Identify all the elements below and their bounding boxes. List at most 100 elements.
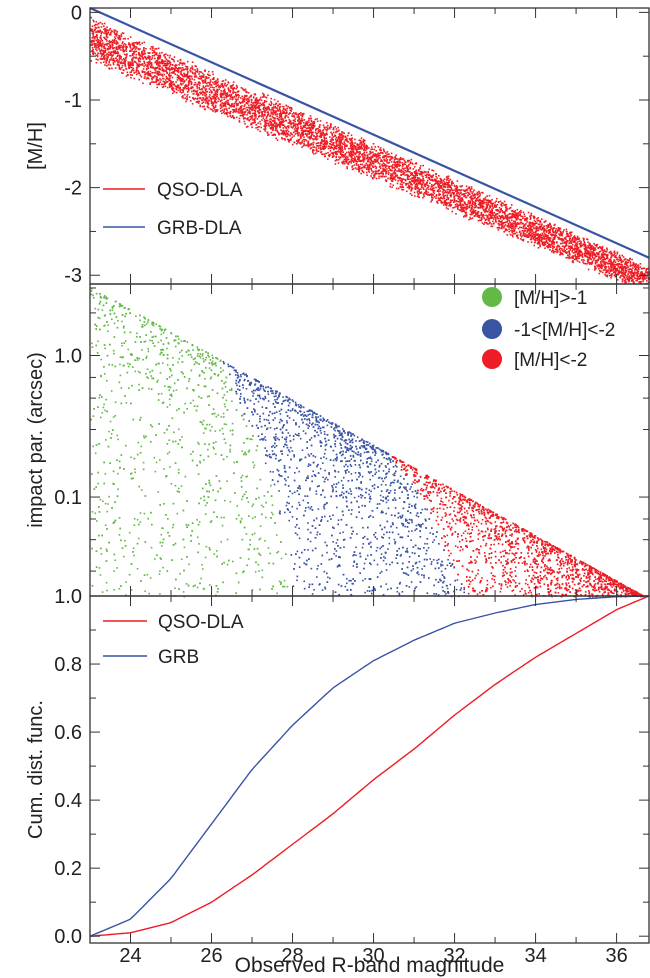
qso-dla-point [288,121,291,124]
qso-dla-point [264,126,266,129]
qso-dla-point [120,49,122,51]
qso-dla-point [423,170,426,173]
qso-dla-point [517,227,520,230]
qso-dla-point [353,164,356,166]
qso-dla-point [488,219,490,222]
qso-dla-point [310,135,312,138]
qso-dla-point [270,123,272,126]
qso-dla-point [292,119,295,122]
qso-dla-point [618,254,621,257]
qso-dla-point [625,264,628,267]
qso-dla-point [351,166,353,168]
qso-dla-point [307,144,310,147]
qso-dla-point [119,37,122,40]
qso-dla-point [236,94,239,96]
qso-dla-point [341,161,343,164]
qso-dla-point [252,119,254,121]
qso-dla-point [448,179,450,182]
qso-dla-point [624,258,627,260]
qso-dla-point [440,178,442,181]
qso-dla-point [423,195,425,198]
qso-dla-point [586,260,589,263]
qso-dla-point [135,41,138,44]
qso-dla-point [579,250,582,253]
qso-dla-point [532,215,535,218]
qso-dla-point [515,217,517,219]
qso-dla-point [267,94,269,97]
qso-dla-point [402,168,405,170]
qso-dla-point [209,74,211,77]
qso-dla-point [573,241,575,243]
qso-dla-point [103,32,105,34]
qso-dla-point [406,169,409,171]
qso-dla-point [368,167,371,169]
qso-dla-point [222,111,225,113]
qso-dla-point [473,206,476,209]
qso-dla-point [440,186,443,188]
qso-dla-point [93,36,95,38]
qso-dla-point [113,39,116,41]
qso-dla-point [272,126,274,129]
qso-dla-point [477,219,480,222]
qso-dla-point [313,138,316,140]
qso-dla-point [119,68,122,71]
qso-dla-point [289,122,291,125]
qso-dla-point [233,87,235,89]
qso-dla-point [296,130,298,132]
qso-dla-point [109,54,111,56]
qso-dla-point [365,148,368,150]
qso-dla-point [136,68,138,71]
qso-dla-point [113,40,115,42]
qso-dla-point [104,64,106,66]
qso-dla-point [290,133,292,135]
qso-dla-point [203,91,206,94]
qso-dla-point [106,56,108,58]
qso-dla-point [531,230,534,233]
qso-dla-point [472,197,475,200]
qso-dla-point [462,204,465,206]
qso-dla-point [453,198,456,201]
qso-dla-point [520,238,522,240]
qso-dla-point [173,70,175,73]
qso-dla-point [310,127,312,129]
qso-dla-point [94,28,96,31]
qso-dla-point [129,74,132,76]
qso-dla-point [325,133,328,136]
qso-dla-point [225,100,227,103]
qso-dla-point [179,59,182,62]
qso-dla-point [646,275,648,277]
qso-dla-point [453,184,456,187]
qso-dla-point [155,66,157,69]
qso-dla-point [548,229,550,231]
qso-dla-point [595,245,598,248]
qso-dla-point [229,111,231,113]
qso-dla-point [547,242,549,244]
qso-dla-point [351,142,354,144]
qso-dla-point [477,199,480,201]
qso-dla-point [523,223,526,226]
qso-dla-point [583,238,585,240]
qso-dla-point [398,158,401,161]
qso-dla-point [270,109,272,111]
qso-dla-point [609,258,612,260]
qso-dla-point [569,245,571,248]
qso-dla-point [573,236,575,238]
qso-dla-point [118,45,121,47]
qso-dla-point [253,93,256,96]
qso-dla-point [297,141,299,144]
qso-dla-point [461,200,463,202]
qso-dla-point [340,133,343,136]
qso-dla-point [365,145,367,148]
qso-dla-point [118,66,121,69]
qso-dla-point [196,90,198,93]
qso-dla-point [287,113,290,116]
qso-dla-point [464,190,467,192]
qso-dla-point [134,46,137,48]
qso-dla-point [110,45,112,48]
qso-dla-point [349,147,352,149]
qso-dla-point [457,197,459,200]
qso-dla-point [197,94,199,97]
qso-dla-point [483,223,485,225]
qso-dla-point [276,130,279,133]
qso-dla-point [334,138,337,140]
